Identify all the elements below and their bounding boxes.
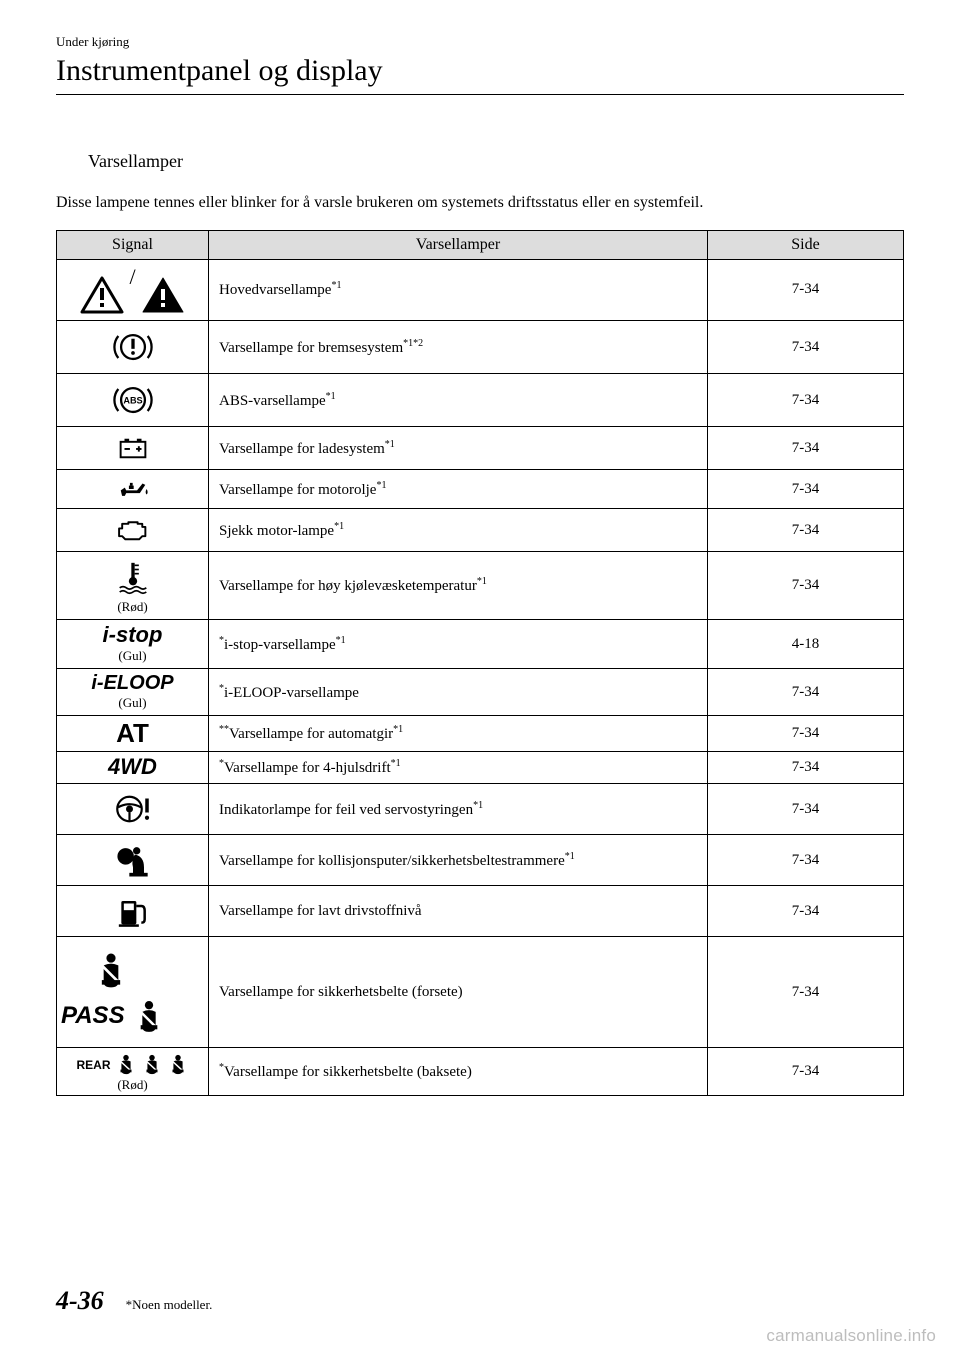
table-row: REAR (Rød) *Varsellampe for sikkerhetsbe… [57, 1048, 904, 1096]
signal-airbag-icon [57, 835, 209, 886]
desc-cell: Indikatorlampe for feil ved servostyring… [209, 784, 708, 835]
desc-cell: Varsellampe for motorolje*1 [209, 470, 708, 509]
table-row: AT **Varsellampe for automatgir*1 7-34 [57, 716, 904, 752]
page-ref: 7-34 [708, 427, 904, 470]
page-ref: 7-34 [708, 716, 904, 752]
desc-cell: Varsellampe for sikkerhetsbelte (forsete… [209, 937, 708, 1048]
table-row: Varsellampe for motorolje*1 7-34 [57, 470, 904, 509]
page-ref: 7-34 [708, 886, 904, 937]
desc-cell: Varsellampe for ladesystem*1 [209, 427, 708, 470]
signal-abs-icon [57, 374, 209, 427]
desc-cell: Varsellampe for bremsesystem*1*2 [209, 321, 708, 374]
table-row: Indikatorlampe for feil ved servostyring… [57, 784, 904, 835]
header-rule [56, 94, 904, 95]
page-ref: 7-34 [708, 259, 904, 321]
signal-brake-icon [57, 321, 209, 374]
watermark: carmanualsonline.info [766, 1326, 936, 1346]
desc-cell: *i-ELOOP-varsellampe [209, 669, 708, 716]
warning-lights-table: Signal Varsellamper Side / Hovedvarsella… [56, 230, 904, 1096]
signal-oil-icon [57, 470, 209, 509]
page-ref: 7-34 [708, 321, 904, 374]
section-subhead: Varsellamper [88, 151, 904, 172]
table-row: Varsellampe for lavt drivstoffnivå 7-34 [57, 886, 904, 937]
table-header-row: Signal Varsellamper Side [57, 230, 904, 259]
page-ref: 4-18 [708, 620, 904, 669]
table-row: ABS-varsellampe*1 7-34 [57, 374, 904, 427]
desc-cell: **Varsellampe for automatgir*1 [209, 716, 708, 752]
signal-low-fuel-icon [57, 886, 209, 937]
page-ref: 7-34 [708, 1048, 904, 1096]
col-signal: Signal [57, 230, 209, 259]
icon-caption: (Rød) [117, 1079, 147, 1091]
page-ref: 7-34 [708, 835, 904, 886]
page-ref: 7-34 [708, 374, 904, 427]
header-title: Instrumentpanel og display [56, 54, 904, 88]
page-ref: 7-34 [708, 509, 904, 552]
col-name: Varsellamper [209, 230, 708, 259]
table-row: i-ELOOP (Gul) *i-ELOOP-varsellampe 7-34 [57, 669, 904, 716]
icon-caption: (Gul) [61, 695, 204, 711]
signal-coolant-temp-icon: (Rød) [57, 552, 209, 620]
table-row: PASS Varsellampe for sikkerhetsbelte (fo… [57, 937, 904, 1048]
desc-cell: ABS-varsellampe*1 [209, 374, 708, 427]
page-number: 4-36 [56, 1286, 104, 1316]
signal-at-icon: AT [57, 716, 209, 752]
icon-caption: (Gul) [61, 648, 204, 664]
desc-cell: Varsellampe for høy kjølevæsketemperatur… [209, 552, 708, 620]
desc-cell: *i-stop-varsellampe*1 [209, 620, 708, 669]
page-content: Under kjøring Instrumentpanel og display… [0, 0, 960, 1096]
icon-caption: (Rød) [61, 599, 204, 615]
signal-master-warning-icon: / [57, 259, 209, 321]
signal-istop-icon: i-stop (Gul) [57, 620, 209, 669]
desc-cell: Sjekk motor-lampe*1 [209, 509, 708, 552]
page-ref: 7-34 [708, 752, 904, 784]
page-ref: 7-34 [708, 552, 904, 620]
table-row: Sjekk motor-lampe*1 7-34 [57, 509, 904, 552]
table-row: Varsellampe for bremsesystem*1*2 7-34 [57, 321, 904, 374]
signal-seatbelt-rear-icon: REAR (Rød) [57, 1048, 209, 1096]
signal-4wd-icon: 4WD [57, 752, 209, 784]
signal-seatbelt-front-icon: PASS [57, 937, 209, 1048]
table-row: / Hovedvarsellampe*1 7-34 [57, 259, 904, 321]
table-row: Varsellampe for ladesystem*1 7-34 [57, 427, 904, 470]
intro-text: Disse lampene tennes eller blinker for å… [56, 192, 904, 214]
table-row: 4WD *Varsellampe for 4-hjulsdrift*1 7-34 [57, 752, 904, 784]
header-eyebrow: Under kjøring [56, 34, 904, 50]
signal-check-engine-icon [57, 509, 209, 552]
footnote: *Noen modeller. [126, 1297, 213, 1313]
page-ref: 7-34 [708, 784, 904, 835]
desc-cell: Varsellampe for kollisjonsputer/sikkerhe… [209, 835, 708, 886]
table-row: Varsellampe for kollisjonsputer/sikkerhe… [57, 835, 904, 886]
page-footer: 4-36 *Noen modeller. [56, 1286, 212, 1316]
page-ref: 7-34 [708, 470, 904, 509]
desc-cell: *Varsellampe for 4-hjulsdrift*1 [209, 752, 708, 784]
desc-cell: Hovedvarsellampe*1 [209, 259, 708, 321]
desc-cell: Varsellampe for lavt drivstoffnivå [209, 886, 708, 937]
table-row: (Rød) Varsellampe for høy kjølevæsketemp… [57, 552, 904, 620]
signal-battery-icon [57, 427, 209, 470]
col-page: Side [708, 230, 904, 259]
page-ref: 7-34 [708, 669, 904, 716]
signal-power-steering-icon [57, 784, 209, 835]
desc-cell: *Varsellampe for sikkerhetsbelte (bakset… [209, 1048, 708, 1096]
signal-ieloop-icon: i-ELOOP (Gul) [57, 669, 209, 716]
page-ref: 7-34 [708, 937, 904, 1048]
header: Under kjøring Instrumentpanel og display [56, 34, 904, 95]
table-row: i-stop (Gul) *i-stop-varsellampe*1 4-18 [57, 620, 904, 669]
